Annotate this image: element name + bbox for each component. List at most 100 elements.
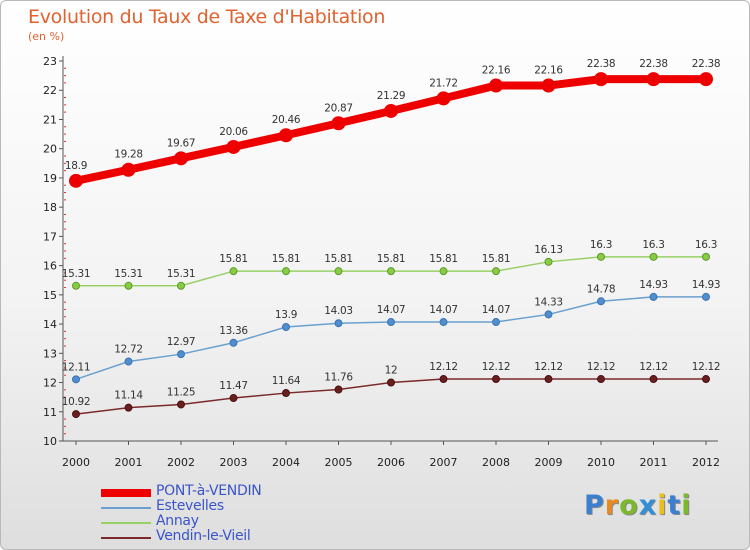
data-point: [649, 292, 658, 301]
data-label: 11.25: [167, 386, 196, 398]
data-label: 20.87: [324, 102, 353, 114]
data-point: [544, 375, 553, 384]
data-point: [439, 318, 448, 327]
data-point: [649, 252, 658, 261]
data-point: [69, 173, 83, 188]
data-label: 22.38: [639, 58, 668, 70]
legend-label: Estevelles: [156, 498, 224, 514]
data-point: [597, 252, 605, 261]
data-point: [229, 338, 238, 347]
x-tick-label: 2010: [587, 456, 615, 469]
data-point: [124, 357, 133, 366]
data-label: 15.81: [377, 253, 406, 265]
data-point: [72, 410, 80, 419]
data-label: 13.9: [275, 309, 297, 321]
data-point: [387, 267, 395, 276]
axes: 10 11 12 13 14 15 16 17 18 19 20 21 22 23 2000 2001 2002…: [43, 55, 720, 469]
data-label: 11.64: [272, 375, 301, 387]
y-tick-label: 12: [43, 377, 57, 390]
series-1: 12.11 12.72 12.97 13.36 13.9 14.03 14.07 14.07 1…: [62, 279, 721, 384]
data-point: [649, 375, 658, 384]
series-layer: 18.9 19.28 19.67 20.06 20.46 20.87 21.29 21.72 2…: [62, 58, 721, 419]
x-tick-label: 2002: [167, 456, 195, 469]
data-label: 21.29: [377, 90, 406, 102]
data-point: [387, 318, 395, 327]
proxiti-logo: Proxiti: [584, 490, 692, 521]
x-tick-label: 2001: [115, 456, 143, 469]
logo-letter: i: [681, 490, 692, 521]
data-point: [439, 267, 448, 276]
data-point: [177, 350, 185, 359]
y-tick-label: 18: [43, 201, 57, 214]
data-point: [174, 151, 188, 166]
data-label: 22.38: [587, 58, 616, 70]
data-point: [597, 297, 605, 306]
data-point: [334, 267, 343, 276]
data-point: [489, 78, 503, 93]
data-label: 22.38: [692, 58, 721, 70]
legend-swatch: [101, 489, 151, 497]
data-label: 14.07: [429, 304, 458, 316]
data-label: 15.31: [114, 268, 143, 280]
data-label: 12.72: [114, 343, 143, 355]
data-label: 19.67: [167, 137, 196, 149]
data-label: 12.12: [692, 361, 721, 373]
logo-letter: t: [667, 490, 682, 521]
data-label: 14.03: [324, 305, 353, 317]
data-label: 16.13: [534, 244, 563, 256]
data-label: 13.36: [219, 325, 248, 337]
data-label: 16.3: [695, 239, 717, 251]
legend-swatch: [101, 522, 151, 524]
legend-label: Vendin-le-Vieil: [156, 528, 251, 544]
data-point: [492, 267, 500, 276]
data-label: 10.92: [62, 396, 91, 408]
data-label: 15.31: [167, 268, 196, 280]
legend-swatch: [101, 507, 151, 509]
data-label: 12.12: [587, 361, 616, 373]
data-label: 12.12: [534, 361, 563, 373]
y-tick-label: 16: [43, 260, 57, 273]
data-label: 19.28: [114, 149, 143, 161]
y-tick-label: 11: [43, 406, 57, 419]
data-label: 12.97: [167, 336, 196, 348]
data-point: [334, 319, 343, 328]
data-point: [646, 72, 661, 87]
data-point: [226, 139, 241, 154]
data-label: 14.07: [377, 304, 406, 316]
data-point: [541, 78, 556, 93]
data-label: 11.47: [219, 380, 248, 392]
data-label: 21.72: [429, 77, 458, 89]
chart-subtitle: (en %): [28, 30, 65, 43]
data-label: 14.33: [534, 296, 563, 308]
data-point: [699, 72, 713, 87]
y-tick-label: 20: [43, 143, 57, 156]
y-tick-label: 21: [43, 113, 57, 126]
data-point: [544, 310, 553, 319]
data-label: 22.16: [534, 65, 563, 77]
data-point: [544, 257, 553, 266]
data-label: 12.12: [639, 361, 668, 373]
data-point: [282, 323, 290, 331]
data-label: 15.81: [429, 253, 458, 265]
data-label: 14.07: [482, 304, 511, 316]
data-label: 12.12: [482, 361, 511, 373]
data-point: [124, 403, 133, 412]
data-point: [702, 292, 710, 301]
data-point: [702, 252, 710, 261]
data-point: [282, 389, 290, 398]
data-point: [121, 162, 136, 177]
data-point: [177, 400, 185, 409]
data-point: [229, 394, 238, 403]
data-label: 11.14: [114, 390, 143, 402]
y-tick-label: 15: [43, 289, 57, 302]
data-point: [384, 103, 398, 118]
x-tick-label: 2006: [377, 456, 405, 469]
logo-letter: o: [619, 490, 639, 521]
data-label: 12: [385, 365, 398, 377]
x-tick-label: 2011: [640, 456, 668, 469]
data-point: [282, 267, 290, 276]
y-tick-label: 10: [43, 435, 57, 448]
data-label: 12.12: [429, 361, 458, 373]
x-tick-label: 2004: [272, 456, 300, 469]
